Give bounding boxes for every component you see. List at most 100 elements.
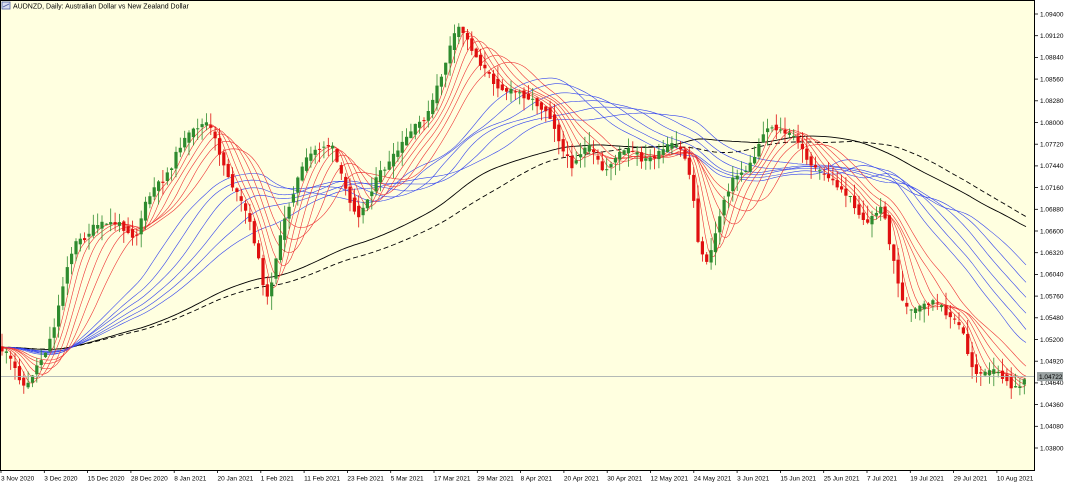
long-ma-solid — [0, 135, 1027, 350]
bear-candle — [844, 188, 848, 196]
bull-candle — [818, 170, 822, 172]
bear-candle — [257, 243, 261, 259]
bull-candle — [78, 238, 82, 245]
bear-candle — [966, 334, 970, 354]
y-tick-label: 1.03800 — [1040, 445, 1064, 452]
x-tick-label: 24 May 2021 — [694, 476, 732, 483]
bear-candle — [783, 130, 787, 134]
bear-candle — [853, 195, 857, 209]
x-tick-label: 3 Nov 2020 — [1, 476, 35, 483]
slow-ma-6 — [0, 112, 1027, 352]
bull-candle — [996, 371, 1000, 374]
bear-candle — [831, 178, 835, 181]
bull-candle — [383, 169, 387, 171]
bull-candle — [183, 137, 187, 148]
y-tick-label: 1.06320 — [1040, 250, 1064, 257]
bear-candle — [796, 136, 800, 143]
bull-candle — [657, 151, 661, 160]
bull-candle — [531, 98, 535, 100]
x-tick-label: 1 Feb 2021 — [261, 476, 294, 483]
bear-candle — [22, 377, 26, 386]
bull-candle — [400, 141, 404, 153]
bull-candle — [940, 305, 944, 308]
bull-candle — [96, 225, 100, 229]
current-price-tag — [1037, 372, 1063, 382]
bull-candle — [287, 206, 291, 219]
bear-candle — [348, 186, 352, 203]
bull-candle — [370, 191, 374, 197]
slow-ma-1 — [0, 77, 1027, 356]
chart-window-icon-line — [2, 3, 10, 8]
bull-candle — [57, 305, 61, 327]
bull-candle — [670, 143, 674, 149]
bull-candle — [579, 154, 583, 158]
chart-title: AUDNZD, Daily: Australian Dollar vs New … — [1, 1, 190, 11]
x-tick-label: 25 Jun 2021 — [824, 476, 860, 483]
bear-candle — [130, 229, 135, 238]
x-tick-label: 3 Dec 2020 — [44, 476, 78, 483]
bull-candle — [157, 181, 161, 191]
bull-candle — [331, 145, 335, 149]
fast-ma-3 — [0, 40, 1027, 382]
bear-candle — [979, 372, 983, 374]
x-tick-label: 3 Jun 2021 — [737, 476, 770, 483]
bull-candle — [744, 171, 748, 172]
x-tick-label: 30 Apr 2021 — [607, 476, 642, 483]
bull-candle — [931, 300, 935, 305]
x-tick-label: 29 Mar 2021 — [477, 476, 514, 483]
y-tick-label: 1.07720 — [1040, 142, 1064, 149]
bear-candle — [1000, 370, 1005, 379]
bear-candle — [552, 114, 557, 129]
bull-candle — [626, 148, 630, 154]
x-tick-label: 8 Apr 2021 — [521, 476, 553, 483]
bear-candle — [478, 54, 483, 66]
slow-ma-2 — [0, 83, 1027, 355]
bull-candle — [152, 187, 156, 197]
y-tick-label: 1.05760 — [1040, 293, 1064, 300]
bear-candle — [774, 124, 778, 131]
bull-candle — [792, 135, 796, 137]
bull-candle — [766, 128, 770, 133]
y-tick-label: 1.06040 — [1040, 272, 1064, 279]
bull-candle — [200, 124, 204, 128]
bull-candle — [739, 172, 744, 175]
x-tick-label: 12 May 2021 — [651, 476, 689, 483]
fast-ma-5 — [0, 55, 1027, 377]
bull-candle — [913, 308, 918, 313]
bull-candle — [148, 196, 152, 205]
y-tick-label: 1.07440 — [1040, 163, 1064, 170]
bear-candle — [687, 157, 691, 175]
y-tick-label: 1.04920 — [1040, 359, 1064, 366]
bull-candle — [322, 146, 326, 148]
bull-candle — [378, 170, 383, 183]
bull-candle — [387, 161, 391, 170]
bull-candle — [666, 144, 670, 152]
bull-candle — [204, 122, 208, 126]
bear-candle — [1005, 374, 1009, 382]
x-tick-label: 19 Jul 2021 — [910, 476, 944, 483]
x-tick-label: 10 Aug 2021 — [997, 476, 1034, 483]
bear-candle — [252, 221, 256, 244]
bull-candle — [918, 305, 922, 312]
bear-candle — [357, 205, 361, 218]
bull-candle — [30, 375, 35, 383]
bear-candle — [235, 188, 239, 192]
bear-candle — [1009, 376, 1013, 389]
y-tick-label: 1.04360 — [1040, 402, 1064, 409]
bear-candle — [826, 174, 831, 179]
bear-candle — [209, 125, 213, 128]
bear-candle — [9, 355, 13, 359]
bull-candle — [583, 147, 587, 154]
y-tick-label: 1.06600 — [1040, 228, 1064, 235]
plot-background — [0, 0, 1035, 470]
bear-candle — [122, 221, 126, 231]
bear-candle — [339, 165, 343, 174]
bear-candle — [692, 174, 696, 201]
bear-candle — [900, 282, 905, 301]
bull-candle — [43, 352, 48, 358]
bear-candle — [326, 145, 330, 147]
bear-candle — [13, 361, 17, 368]
bear-candle — [822, 173, 826, 175]
